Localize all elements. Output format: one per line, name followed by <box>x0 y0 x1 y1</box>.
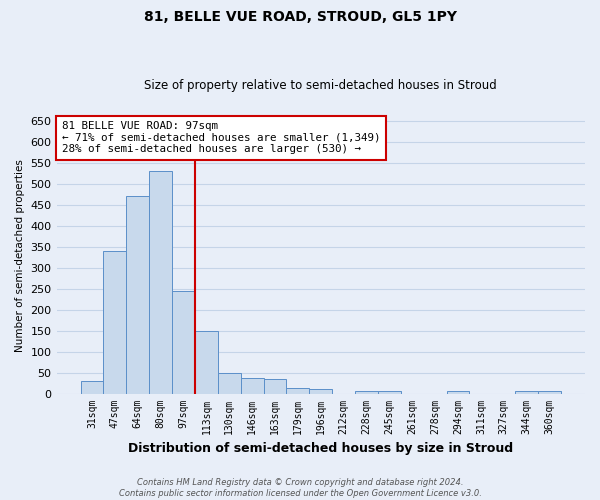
Bar <box>355 390 378 394</box>
Text: Contains HM Land Registry data © Crown copyright and database right 2024.
Contai: Contains HM Land Registry data © Crown c… <box>119 478 481 498</box>
Bar <box>149 172 172 394</box>
Bar <box>127 196 149 394</box>
Bar <box>103 251 127 394</box>
Bar <box>378 392 401 394</box>
Bar <box>218 372 241 394</box>
Bar <box>446 390 469 394</box>
Bar <box>80 381 103 394</box>
Bar <box>538 392 561 394</box>
Bar <box>263 379 286 394</box>
Bar <box>286 388 310 394</box>
Bar <box>515 392 538 394</box>
Text: 81 BELLE VUE ROAD: 97sqm
← 71% of semi-detached houses are smaller (1,349)
28% o: 81 BELLE VUE ROAD: 97sqm ← 71% of semi-d… <box>62 121 380 154</box>
Title: Size of property relative to semi-detached houses in Stroud: Size of property relative to semi-detach… <box>145 79 497 92</box>
Bar <box>241 378 263 394</box>
Bar <box>172 291 195 394</box>
Bar <box>195 330 218 394</box>
X-axis label: Distribution of semi-detached houses by size in Stroud: Distribution of semi-detached houses by … <box>128 442 514 455</box>
Text: 81, BELLE VUE ROAD, STROUD, GL5 1PY: 81, BELLE VUE ROAD, STROUD, GL5 1PY <box>143 10 457 24</box>
Bar <box>310 390 332 394</box>
Y-axis label: Number of semi-detached properties: Number of semi-detached properties <box>15 158 25 352</box>
